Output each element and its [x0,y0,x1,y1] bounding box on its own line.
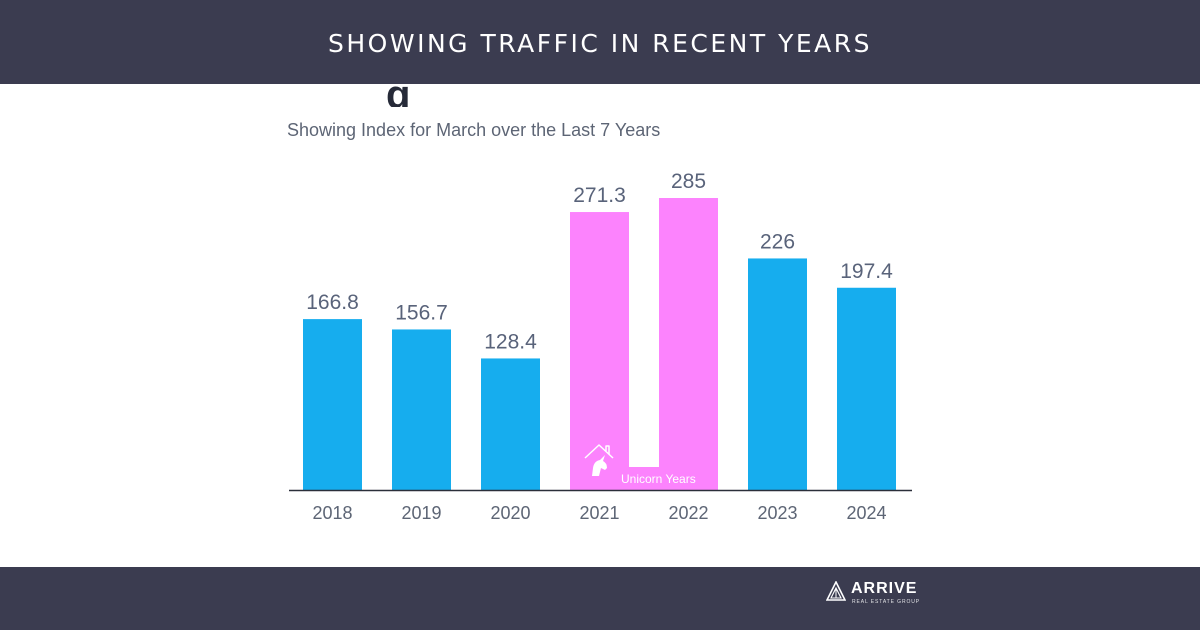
arrive-triangle-icon [826,581,846,601]
x-tick-label-2023: 2023 [757,503,797,523]
bar-2019 [392,329,451,490]
bottom-bar: ARRIVE REAL ESTATE GROUP [0,567,1200,630]
bar-2021 [570,212,629,490]
bar-2020 [481,358,540,490]
banner-title: SHOWING TRAFFIC IN RECENT YEARS [328,28,872,58]
x-tick-label-2021: 2021 [579,503,619,523]
top-banner: SHOWING TRAFFIC IN RECENT YEARS [0,0,1200,84]
value-label-2024: 197.4 [840,260,893,283]
x-tick-label-2018: 2018 [312,503,352,523]
unicorn-years-label: Unicorn Years [621,472,696,486]
heading-fragment-text: g [386,73,411,107]
x-tick-label-2020: 2020 [490,503,530,523]
clipped-heading-fragment: g [386,66,446,107]
value-label-2018: 166.8 [306,291,359,314]
chart-subtitle: Showing Index for March over the Last 7 … [287,120,661,140]
value-label-2023: 226 [760,230,795,253]
unicorn-band [570,467,718,490]
x-tick-label-2019: 2019 [401,503,441,523]
bar-2023 [748,258,807,490]
value-label-2020: 128.4 [484,330,537,353]
value-label-2019: 156.7 [395,301,448,324]
value-label-2021: 271.3 [573,184,626,207]
unicorn-house-icon [584,444,614,476]
x-tick-label-2022: 2022 [668,503,708,523]
bar-2022 [659,198,718,490]
logo-text: ARRIVE [851,580,918,597]
logo-subtext: REAL ESTATE GROUP [852,599,920,605]
bar-2018 [303,319,362,490]
bar-2024 [837,287,896,490]
x-tick-label-2024: 2024 [846,503,886,523]
value-label-2022: 285 [671,170,706,193]
